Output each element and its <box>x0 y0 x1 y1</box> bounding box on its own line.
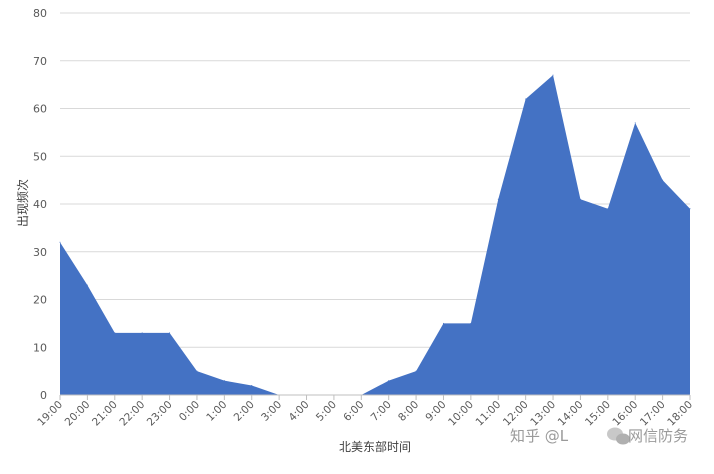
y-tick-label: 50 <box>33 150 47 163</box>
data-point-13:00 <box>552 74 554 76</box>
data-point-10:00 <box>470 322 472 324</box>
data-point-8:00 <box>415 370 417 372</box>
data-point-19:00 <box>59 241 61 243</box>
data-point-21:00 <box>114 332 116 334</box>
x-tick-label: 15:00 <box>583 399 613 429</box>
x-tick-label: 4:00 <box>286 399 311 424</box>
data-point-11:00 <box>497 198 499 200</box>
y-tick-label: 80 <box>33 7 47 20</box>
x-tick-label: 5:00 <box>314 399 339 424</box>
y-tick-label: 20 <box>33 294 47 307</box>
area-fill <box>60 75 690 395</box>
watermark-text: 知乎 @L <box>510 427 569 445</box>
x-tick-label: 17:00 <box>638 399 668 429</box>
x-axis <box>59 394 691 400</box>
y-axis-title: 出现频次 <box>16 179 30 227</box>
x-tick-label: 6:00 <box>341 399 366 424</box>
gridlines <box>60 12 690 348</box>
data-point-17:00 <box>662 179 664 181</box>
x-tick-label: 11:00 <box>473 399 503 429</box>
data-point-22:00 <box>141 332 143 334</box>
y-tick-label: 0 <box>40 389 47 402</box>
x-tick-label: 1:00 <box>204 399 229 424</box>
data-point-14:00 <box>579 198 581 200</box>
y-tick-label: 40 <box>33 198 47 211</box>
wechat-icon <box>607 427 630 445</box>
data-point-12:00 <box>525 98 527 100</box>
data-point-9:00 <box>442 322 444 324</box>
data-point-23:00 <box>169 332 171 334</box>
x-tick-label: 3:00 <box>259 399 284 424</box>
x-tick-label: 23:00 <box>145 399 175 429</box>
x-tick-label: 2:00 <box>232 399 257 424</box>
x-tick-label: 16:00 <box>610 399 640 429</box>
y-tick-label: 30 <box>33 246 47 259</box>
data-point-15:00 <box>607 208 609 210</box>
x-tick-label: 10:00 <box>446 399 476 429</box>
y-tick-label: 60 <box>33 103 47 116</box>
x-tick-label: 13:00 <box>528 399 558 429</box>
watermark: 知乎 @L 网信防务 <box>510 427 688 445</box>
x-tick-label: 0:00 <box>177 399 202 424</box>
data-point-2:00 <box>251 384 253 386</box>
x-axis-title: 北美东部时间 <box>339 439 411 454</box>
y-tick-labels: 0 10 20 30 40 50 60 70 80 <box>33 7 47 402</box>
data-point-0:00 <box>196 370 198 372</box>
y-tick-label: 10 <box>33 341 47 354</box>
data-point-20:00 <box>86 284 88 286</box>
x-tick-label: 20:00 <box>63 399 93 429</box>
data-point-1:00 <box>223 380 225 382</box>
x-tick-label: 12:00 <box>501 399 531 429</box>
x-tick-label: 19:00 <box>35 399 65 429</box>
data-point-7:00 <box>388 380 390 382</box>
x-tick-label: 18:00 <box>665 399 695 429</box>
data-point-18:00 <box>689 208 691 210</box>
x-tick-label: 7:00 <box>369 399 394 424</box>
x-tick-label: 8:00 <box>396 399 421 424</box>
x-tick-label: 21:00 <box>90 399 120 429</box>
watermark-brand: 网信防务 <box>628 427 688 445</box>
y-tick-label: 70 <box>33 55 47 68</box>
x-tick-label: 14:00 <box>556 399 586 429</box>
x-tick-label: 22:00 <box>117 399 147 429</box>
data-point-16:00 <box>634 122 636 124</box>
